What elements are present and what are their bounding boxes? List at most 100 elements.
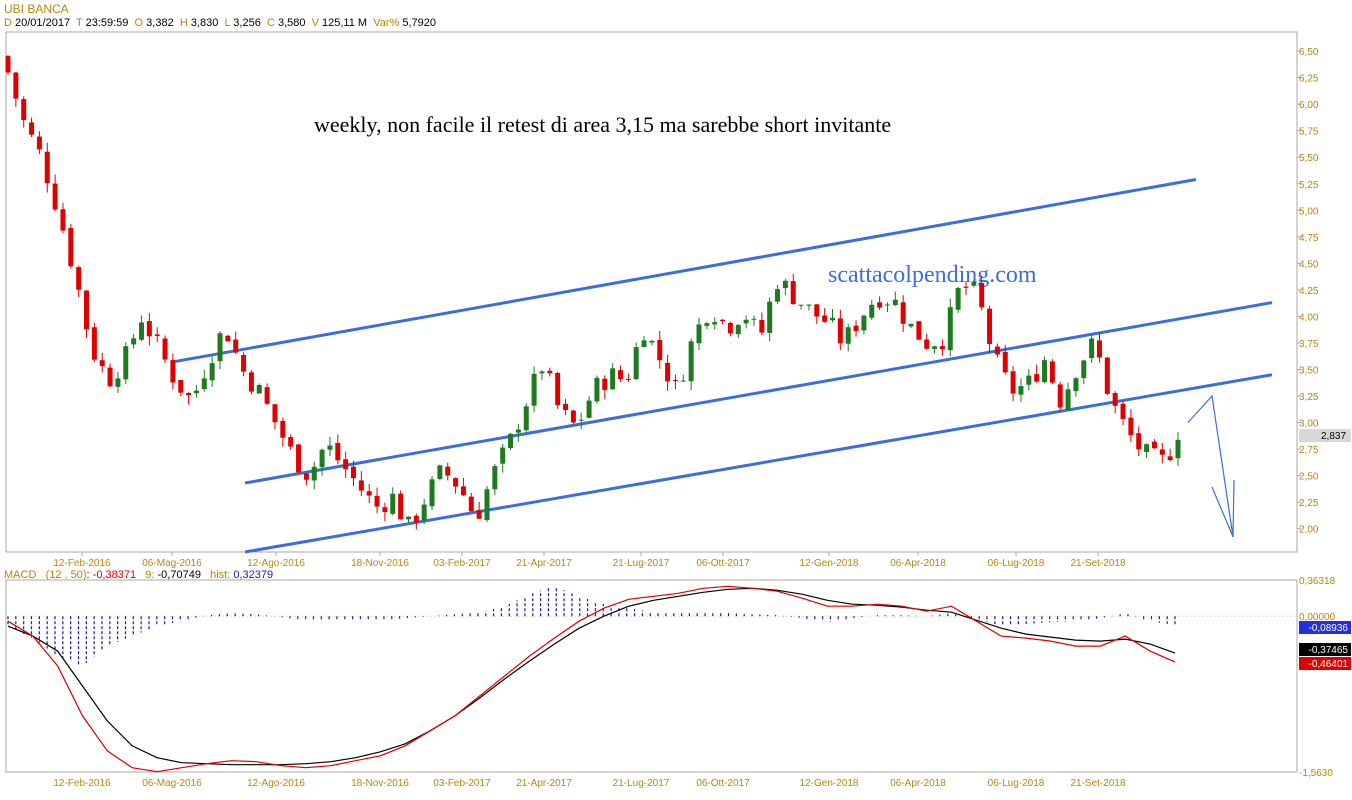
- ohlc-row: D 20/01/2017 T 23:59:59 O 3,382 H 3,830 …: [4, 17, 436, 29]
- low-value: 3,256: [233, 17, 261, 29]
- candle-body: [704, 323, 710, 326]
- macd-line: [7, 585, 1176, 773]
- candle-body: [131, 338, 137, 345]
- candle-body: [186, 392, 192, 396]
- hist-value: 0,32379: [233, 569, 274, 581]
- candle-body: [335, 443, 341, 461]
- y-tick-label: 4,75: [1299, 233, 1319, 244]
- candle-body: [413, 515, 419, 523]
- volume-value: 125,11 M: [322, 17, 368, 29]
- candle-body: [76, 267, 82, 290]
- candle-body: [508, 433, 514, 449]
- x-tick-label: 03-Feb-2017: [433, 558, 491, 569]
- candle-body: [751, 318, 757, 320]
- var-value: 5,7920: [402, 17, 437, 29]
- candle-body: [429, 479, 435, 507]
- signal-key: 9:: [145, 569, 155, 581]
- macd-value-box: [1299, 657, 1351, 670]
- macd-y-axis: 0,36318 0,00000 -1,5630: [1299, 576, 1336, 779]
- x-tick-label: 18-Nov-2016: [351, 558, 409, 569]
- x-tick-label: 12-Feb-2016: [53, 558, 111, 569]
- candle-body: [633, 347, 639, 380]
- candle-body: [602, 378, 608, 390]
- x-tick-label: 06-Lug-2018: [988, 558, 1045, 569]
- macd-lines: [7, 585, 1176, 773]
- candle-body: [1104, 357, 1110, 394]
- candle-body: [727, 322, 733, 334]
- open-value: 3,382: [146, 17, 174, 29]
- var-key: Var%: [373, 17, 400, 29]
- candle-body: [1026, 375, 1032, 385]
- candle-body: [775, 289, 781, 302]
- candle-body: [586, 400, 592, 418]
- y-tick-label: 5,00: [1299, 206, 1319, 217]
- macd-x-tick-label: 21-Set-2018: [1070, 778, 1125, 789]
- y-tick-label: 3,00: [1299, 419, 1319, 430]
- candle-body: [107, 367, 113, 387]
- candle-body: [366, 491, 372, 496]
- macd-value-box: [1299, 643, 1351, 656]
- macd-x-tick-label: 06-Ott-2017: [696, 778, 750, 789]
- price-y-axis: 6,50 6,25 6,00 5,75 5,50 5,25 5,00 4,75 4,50 4,25…: [1297, 47, 1319, 536]
- candle-body: [390, 493, 396, 514]
- candle-body: [547, 370, 553, 374]
- candle-body: [500, 447, 506, 464]
- candle-body: [1167, 456, 1173, 461]
- projection-path: [1187, 394, 1234, 537]
- macd-value-label: -0,08936: [1309, 623, 1349, 634]
- arrowhead-right: [1232, 479, 1235, 537]
- candle-body: [1175, 439, 1181, 459]
- candle-body: [398, 493, 404, 520]
- candle-body: [138, 322, 144, 340]
- candle-body: [241, 355, 247, 372]
- candle-body: [947, 307, 953, 351]
- y-tick-label: 5,75: [1299, 127, 1319, 138]
- candle-body: [916, 321, 922, 340]
- candle-body: [405, 516, 411, 520]
- macd-x-tick-label: 12-Ago-2016: [247, 778, 305, 789]
- candle-body: [680, 380, 686, 382]
- candle-body: [657, 339, 663, 361]
- y-tick-label: 2,00: [1299, 525, 1319, 536]
- candle-body: [1049, 361, 1055, 383]
- y-tick-label: 5,50: [1299, 153, 1319, 164]
- candle-body: [594, 377, 600, 402]
- candle-body: [877, 302, 883, 308]
- candle-body: [319, 449, 325, 468]
- y-tick-label: 2,75: [1299, 445, 1319, 456]
- y-tick-label: 6,25: [1299, 74, 1319, 85]
- x-tick-label: 06-Mag-2016: [142, 558, 202, 569]
- channel-line: [244, 373, 1273, 554]
- candle-body: [578, 419, 584, 421]
- candle-body: [1144, 444, 1150, 453]
- macd-header: MACD (12 , 50): -0,38371 9: -0,70749 his…: [4, 569, 274, 581]
- candle-body: [36, 136, 42, 150]
- candle-body: [468, 496, 474, 512]
- candle-body: [767, 301, 773, 333]
- signal-value: -0,70749: [157, 569, 201, 581]
- candle-body: [209, 363, 215, 381]
- candle-body: [1010, 371, 1016, 394]
- macd-x-axis: 12-Feb-2016 06-Mag-2016 12-Ago-2016 18-Nov-…: [53, 778, 1126, 789]
- channel-line: [171, 178, 1197, 364]
- macd-x-tick-label: 21-Lug-2017: [613, 778, 670, 789]
- candle-body: [924, 339, 930, 349]
- arrowhead-left: [1211, 486, 1234, 537]
- candle-body: [91, 327, 97, 360]
- candle-body: [720, 319, 726, 322]
- y-tick-label: 3,50: [1299, 365, 1319, 376]
- low-key: L: [224, 17, 231, 29]
- macd-x-tick-label: 18-Nov-2016: [351, 778, 409, 789]
- candle-body: [1128, 417, 1134, 436]
- candle-body: [351, 466, 357, 479]
- candlestick-series: [5, 54, 1181, 530]
- macd-value-boxes: -0,08936 -0,37465 -0,46401: [1299, 621, 1351, 670]
- candle-body: [68, 227, 74, 267]
- macd-panel-frame: [5, 579, 1298, 773]
- macd-value-label: -0,37465: [1309, 645, 1349, 656]
- candle-body: [460, 486, 466, 496]
- candle-body: [248, 372, 254, 392]
- candle-body: [1136, 433, 1142, 450]
- y-tick-label: 4,00: [1299, 312, 1319, 323]
- price-panel-frame: [5, 31, 1298, 553]
